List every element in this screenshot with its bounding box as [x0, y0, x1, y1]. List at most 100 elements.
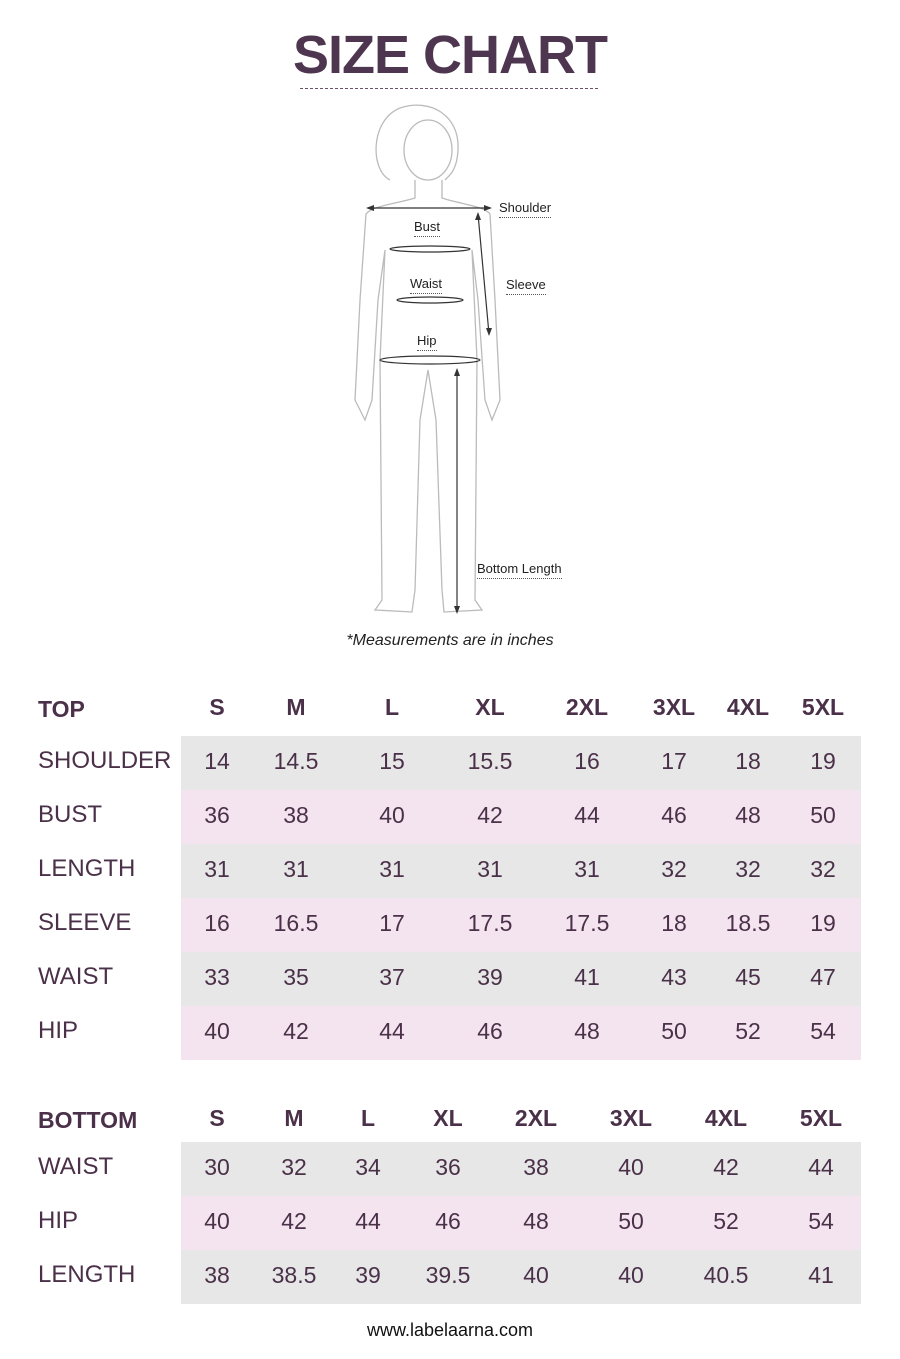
table-cell: 31 [204, 856, 230, 882]
table-cell: 17 [661, 748, 687, 774]
row-label: HIP [38, 1017, 79, 1044]
table-cell: 48 [735, 802, 761, 828]
table-cell: 40 [204, 1208, 230, 1234]
table-cell: 47 [810, 964, 836, 990]
table-cell: 32 [810, 856, 836, 882]
shoulder-label: Shoulder [499, 200, 552, 218]
size-column-header: 2XL [565, 694, 609, 720]
table-cell: 18 [735, 748, 761, 774]
size-column-header: 5XL [799, 1105, 843, 1131]
row-label: WAIST [38, 963, 114, 990]
table-cell: 54 [810, 1018, 836, 1044]
table-cell: 45 [735, 964, 761, 990]
table-cell: 33 [204, 964, 230, 990]
table-row-background [181, 1196, 861, 1250]
table-cell: 31 [379, 856, 405, 882]
table-cell: 36 [435, 1154, 461, 1180]
waist-label: Waist [410, 276, 443, 294]
size-column-header: 2XL [514, 1105, 558, 1131]
table-cell: 15.5 [467, 748, 513, 774]
table-cell: 17 [379, 910, 405, 936]
table-cell: 42 [713, 1154, 739, 1180]
title-underline [300, 88, 598, 89]
table-cell: 50 [810, 802, 836, 828]
size-column-header: S [209, 694, 225, 720]
table-cell: 15 [379, 748, 405, 774]
table-cell: 32 [735, 856, 761, 882]
table-row-background [181, 898, 861, 952]
table-cell: 44 [808, 1154, 834, 1180]
table-row-background [181, 1006, 861, 1060]
table-cell: 48 [523, 1208, 549, 1234]
table-row-background [181, 952, 861, 1006]
table-cell: 39.5 [425, 1262, 471, 1288]
website-footer: www.labelaarna.com [366, 1320, 534, 1340]
table-cell: 17.5 [467, 910, 513, 936]
table-cell: 42 [281, 1208, 307, 1234]
table-cell: 54 [808, 1208, 834, 1234]
table-cell: 16.5 [273, 910, 319, 936]
table-cell: 32 [281, 1154, 307, 1180]
table-cell: 39 [477, 964, 503, 990]
table-cell: 40.5 [703, 1262, 749, 1288]
table-cell: 31 [477, 856, 503, 882]
size-column-header: L [384, 694, 400, 720]
page-title: SIZE CHART [293, 25, 608, 85]
table-cell: 18 [661, 910, 687, 936]
table-row-background [181, 1250, 861, 1304]
table-cell: 44 [355, 1208, 381, 1234]
row-label: SLEEVE [38, 909, 132, 936]
table-row-background [181, 736, 861, 790]
table-cell: 52 [713, 1208, 739, 1234]
table-cell: 38 [283, 802, 309, 828]
table-cell: 16 [574, 748, 600, 774]
table-cell: 36 [204, 802, 230, 828]
table-cell: 46 [661, 802, 687, 828]
table-cell: 38.5 [271, 1262, 317, 1288]
size-column-header: S [209, 1105, 225, 1131]
table-heading: BOTTOM [38, 1107, 138, 1133]
table-cell: 17.5 [564, 910, 610, 936]
table-cell: 18.5 [725, 910, 771, 936]
table-cell: 42 [283, 1018, 309, 1044]
body-figure-illustration [354, 104, 501, 614]
size-column-header: XL [475, 694, 505, 720]
table-cell: 41 [574, 964, 600, 990]
measurement-note: *Measurements are in inches [346, 632, 554, 649]
table-cell: 19 [810, 748, 836, 774]
size-column-header: 4XL [704, 1105, 748, 1131]
table-cell: 14.5 [273, 748, 319, 774]
table-cell: 42 [477, 802, 503, 828]
table-cell: 32 [661, 856, 687, 882]
row-label: HIP [38, 1207, 79, 1234]
table-cell: 41 [808, 1262, 834, 1288]
table-cell: 44 [574, 802, 600, 828]
table-cell: 50 [661, 1018, 687, 1044]
table-cell: 44 [379, 1018, 405, 1044]
table-cell: 31 [283, 856, 309, 882]
table-cell: 35 [283, 964, 309, 990]
table-cell: 31 [574, 856, 600, 882]
table-heading: TOP [38, 696, 85, 722]
table-cell: 14 [204, 748, 230, 774]
row-label: BUST [38, 801, 103, 828]
row-label: LENGTH [38, 855, 136, 882]
table-cell: 40 [523, 1262, 549, 1288]
table-cell: 39 [355, 1262, 381, 1288]
bottom-length-label: Bottom Length [477, 561, 562, 579]
table-cell: 46 [477, 1018, 503, 1044]
table-cell: 50 [618, 1208, 644, 1234]
table-cell: 38 [204, 1262, 230, 1288]
size-column-header: XL [433, 1105, 463, 1131]
table-cell: 46 [435, 1208, 461, 1234]
size-column-header: 5XL [801, 694, 845, 720]
row-label: SHOULDER [38, 747, 172, 774]
size-column-header: 4XL [726, 694, 770, 720]
table-cell: 40 [379, 802, 405, 828]
table-cell: 48 [574, 1018, 600, 1044]
table-cell: 16 [204, 910, 230, 936]
size-column-header: L [360, 1105, 376, 1131]
table-cell: 40 [618, 1262, 644, 1288]
hip-label: Hip [417, 333, 437, 351]
